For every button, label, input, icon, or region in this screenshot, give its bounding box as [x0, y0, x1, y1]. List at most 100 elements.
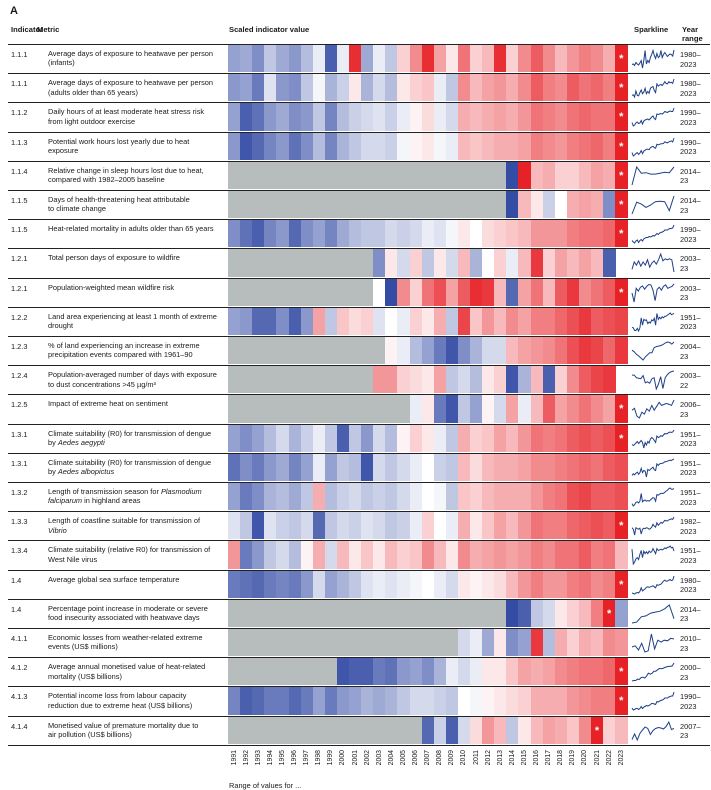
- year-range-line: 23: [680, 731, 689, 741]
- heatmap-cell: [361, 103, 374, 131]
- heatmap-cell: [542, 599, 556, 627]
- heatmap-cell: [615, 599, 628, 627]
- no-data-block: [228, 191, 507, 219]
- metric-line: Population-averaged number of days with …: [48, 370, 217, 380]
- heatmap-cell: [409, 483, 423, 511]
- heatmap-cell: [312, 453, 326, 481]
- heatmap-cell: [288, 453, 302, 481]
- heatmap-cell: [385, 132, 398, 160]
- heatmap-cell: [494, 687, 507, 715]
- header-metric: Metric: [37, 25, 60, 34]
- heatmap-cell: [482, 366, 495, 394]
- year-tick-label: 1998: [315, 749, 323, 766]
- heatmap-cell: [494, 132, 507, 160]
- indicator-code: 1.4: [11, 604, 22, 614]
- heatmap-cell: [276, 45, 290, 73]
- heatmap-cell: [421, 366, 435, 394]
- sparkline-trend: [631, 312, 675, 333]
- heatmap-cell: [566, 103, 580, 131]
- heatmap-cell: [421, 658, 435, 686]
- sparkline: [631, 79, 675, 99]
- sparkline-trend: [632, 370, 675, 391]
- sparkline: [631, 575, 675, 595]
- heatmap-cell: [554, 337, 568, 365]
- heatmap-cell: [385, 220, 398, 248]
- heatmap-cell: [603, 132, 616, 160]
- heatmap-cell: [578, 541, 592, 569]
- heatmap-cell: [530, 599, 544, 627]
- heatmap-cell: [542, 512, 556, 540]
- heatmap-cell: [312, 307, 326, 335]
- indicator-code: 1.1.5: [11, 225, 28, 235]
- heatmap-cell: [603, 570, 616, 598]
- record-year-star: *: [619, 286, 624, 299]
- year-range-line: 23: [680, 672, 689, 682]
- heatmap-cell: [603, 629, 616, 657]
- heatmap-cell: [276, 220, 290, 248]
- heatmap-cell: [530, 570, 544, 598]
- heatmap-cell: [361, 220, 374, 248]
- heatmap-cell: [264, 512, 277, 540]
- year-tick-label: 2003: [375, 749, 383, 766]
- heatmap-cell: [373, 45, 386, 73]
- heatmap-cell: [409, 103, 423, 131]
- year-tick-label: 1995: [278, 749, 286, 766]
- heatmap-cell: [554, 453, 568, 481]
- metric-line: air pollution (US$ billions): [48, 730, 132, 739]
- heatmap-cell: [276, 570, 290, 598]
- heatmap-cell: [397, 103, 411, 131]
- row-divider: [8, 365, 710, 367]
- heatmap-cell: [566, 395, 580, 423]
- year-range: 1990– 2023: [680, 138, 701, 157]
- year-tick-label: 2022: [605, 749, 613, 766]
- year-range-line: 23: [680, 263, 689, 273]
- heatmap-cell: [276, 483, 290, 511]
- heatmap-cell: [603, 541, 616, 569]
- heatmap-cell: [554, 74, 568, 102]
- heatmap-cell: [542, 278, 556, 306]
- metric-line: Days of health-threatening heat attribut…: [48, 195, 190, 204]
- heatmap-cell: [385, 307, 398, 335]
- year-tick-label: 2021: [593, 749, 601, 766]
- heatmap-cell: [578, 424, 592, 452]
- heatmap-cell: [409, 45, 423, 73]
- metric-line: exposure: [48, 146, 79, 155]
- heatmap-cell: [240, 103, 253, 131]
- heatmap-cell: [470, 103, 483, 131]
- heatmap-cell: [530, 716, 544, 744]
- heatmap-cell: [566, 453, 580, 481]
- record-year-star: *: [619, 432, 624, 445]
- year-tick-label: 2001: [351, 749, 359, 766]
- no-data-block: [228, 337, 386, 365]
- heatmap-cell: [554, 570, 568, 598]
- metric-label: Impact of extreme heat on sentiment: [48, 399, 226, 408]
- heatmap-cell: [324, 424, 338, 452]
- heatmap-cell: [591, 74, 604, 102]
- metric-line: Impact of extreme heat on sentiment: [48, 399, 168, 409]
- heatmap-cell: [603, 161, 616, 189]
- heatmap-cell: [470, 658, 483, 686]
- metric-label: Climate suitability (relative R0) for tr…: [48, 545, 226, 564]
- metric-line: food insecurity associated with heatwave…: [48, 613, 200, 623]
- heatmap-cell: [445, 337, 459, 365]
- heatmap-cell: [421, 103, 435, 131]
- record-year-star: *: [619, 53, 624, 65]
- heatmap-cell: [482, 512, 495, 540]
- heatmap-cell: [445, 307, 459, 335]
- heatmap-cell: [566, 629, 580, 657]
- heatmap-cell: [530, 541, 544, 569]
- heatmap-cell: [421, 483, 435, 511]
- year-range-line: 1951–: [680, 429, 701, 439]
- heatmap-cell: [566, 366, 580, 394]
- heatmap-cell: [349, 453, 362, 481]
- heatmap-cell: [591, 599, 604, 627]
- heatmap-cell: [591, 366, 604, 394]
- heatmap-cell: [494, 424, 507, 452]
- year-tick-label: 2018: [557, 749, 565, 766]
- heatmap-cell: [288, 483, 302, 511]
- heatmap-cell: [470, 220, 483, 248]
- year-range-line: 23: [680, 293, 689, 303]
- heatmap-cell: [578, 74, 592, 102]
- metric-line: from light outdoor exercise: [48, 116, 136, 126]
- heatmap-cell: [312, 512, 326, 540]
